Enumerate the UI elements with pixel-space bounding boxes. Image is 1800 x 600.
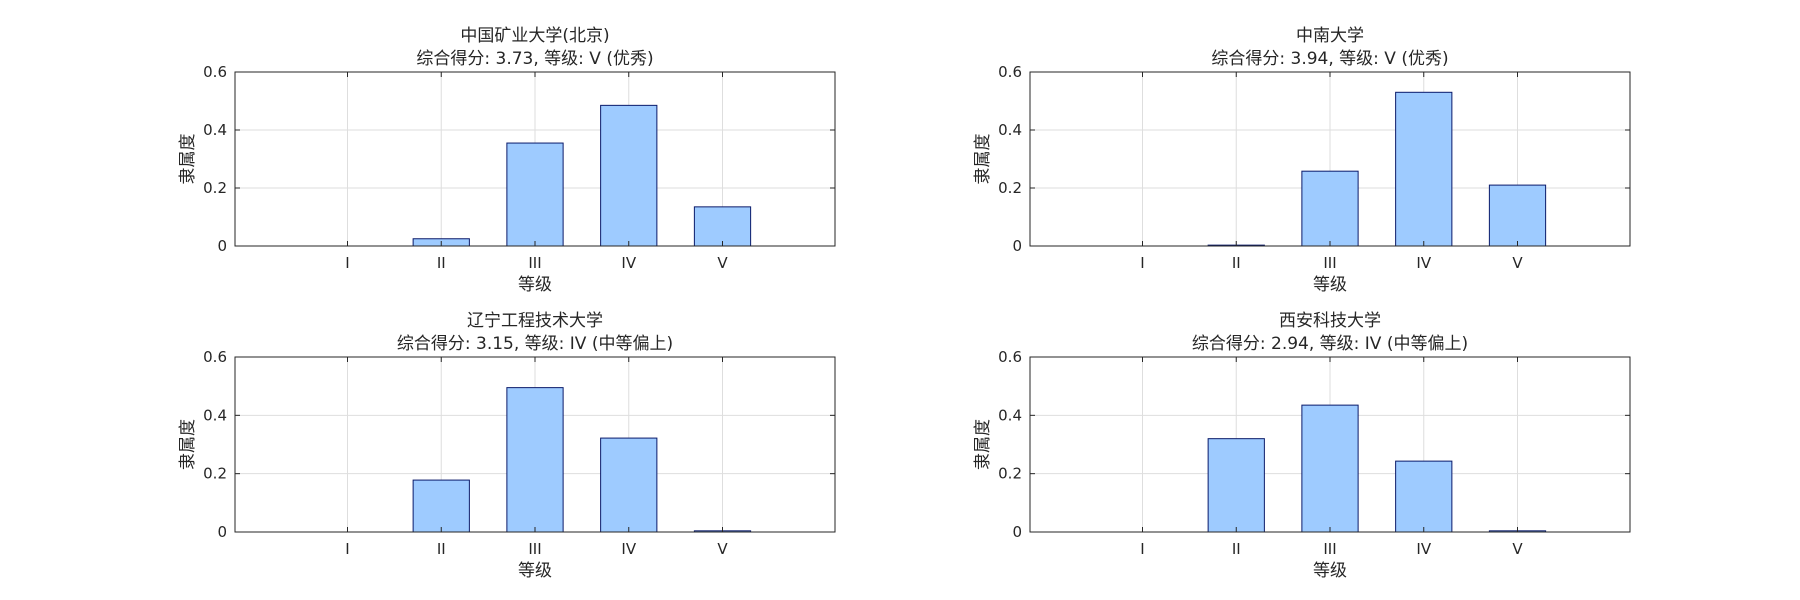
y-axis-label: 隶属度 <box>178 134 198 185</box>
y-tick-label: 0 <box>217 523 227 541</box>
y-tick-label: 0.4 <box>998 406 1022 424</box>
x-axis-label: 等级 <box>518 275 552 295</box>
chart-subtitle: 综合得分: 3.73, 等级: V (优秀) <box>416 49 653 69</box>
bar-II <box>1207 438 1265 533</box>
y-tick-label: 0.4 <box>203 406 227 424</box>
x-tick-label: V <box>1512 540 1523 558</box>
bar-V <box>1488 184 1547 247</box>
bar-V <box>693 206 752 247</box>
bar-IV <box>600 104 658 247</box>
y-tick-label: 0.2 <box>203 179 227 197</box>
y-axis-label: 隶属度 <box>178 419 198 470</box>
x-tick-label: II <box>1232 540 1241 558</box>
x-tick-label: I <box>1140 540 1144 558</box>
x-axis-label: 等级 <box>518 561 552 581</box>
chart-subtitle: 综合得分: 3.15, 等级: IV (中等偏上) <box>397 334 673 354</box>
x-tick-label: II <box>437 254 446 272</box>
x-tick-label: V <box>717 254 728 272</box>
y-tick-label: 0.6 <box>998 348 1022 366</box>
chart-title: 辽宁工程技术大学 <box>467 311 603 331</box>
bar-II <box>412 479 470 533</box>
y-tick-label: 0.6 <box>998 63 1022 81</box>
y-tick-label: 0.6 <box>203 348 227 366</box>
y-tick-label: 0 <box>1012 523 1022 541</box>
x-tick-label: III <box>528 540 541 558</box>
chart-subtitle: 综合得分: 3.94, 等级: V (优秀) <box>1211 49 1448 69</box>
x-tick-label: I <box>345 254 349 272</box>
x-tick-label: IV <box>621 254 636 272</box>
x-tick-label: II <box>437 540 446 558</box>
y-tick-label: 0.6 <box>203 63 227 81</box>
y-axis-label: 隶属度 <box>973 134 993 185</box>
x-axis-label: 等级 <box>1313 275 1347 295</box>
x-tick-label: V <box>1512 254 1523 272</box>
bar-III <box>1301 404 1359 533</box>
x-tick-label: IV <box>1416 254 1431 272</box>
x-tick-label: IV <box>1416 540 1431 558</box>
bar-III <box>506 142 564 247</box>
y-tick-label: 0 <box>217 237 227 255</box>
bar-IV <box>600 437 658 533</box>
x-tick-label: III <box>1323 540 1336 558</box>
y-tick-label: 0.2 <box>203 465 227 483</box>
bar-III <box>506 387 564 533</box>
y-axis-label: 隶属度 <box>973 419 993 470</box>
x-tick-label: II <box>1232 254 1241 272</box>
x-tick-label: I <box>345 540 349 558</box>
bar-IV <box>1395 460 1453 533</box>
bar-III <box>1301 170 1359 247</box>
x-tick-label: IV <box>621 540 636 558</box>
chart-subtitle: 综合得分: 2.94, 等级: IV (中等偏上) <box>1192 334 1468 354</box>
y-tick-label: 0 <box>1012 237 1022 255</box>
y-tick-label: 0.2 <box>998 465 1022 483</box>
chart-title: 中国矿业大学(北京) <box>460 26 609 46</box>
x-tick-label: III <box>528 254 541 272</box>
y-tick-label: 0.2 <box>998 179 1022 197</box>
y-tick-label: 0.4 <box>203 121 227 139</box>
bar-IV <box>1395 91 1453 247</box>
x-axis-label: 等级 <box>1313 561 1347 581</box>
y-tick-label: 0.4 <box>998 121 1022 139</box>
chart-title: 中南大学 <box>1296 26 1364 46</box>
x-tick-label: III <box>1323 254 1336 272</box>
chart-title: 西安科技大学 <box>1279 311 1381 331</box>
x-tick-label: I <box>1140 254 1144 272</box>
x-tick-label: V <box>717 540 728 558</box>
